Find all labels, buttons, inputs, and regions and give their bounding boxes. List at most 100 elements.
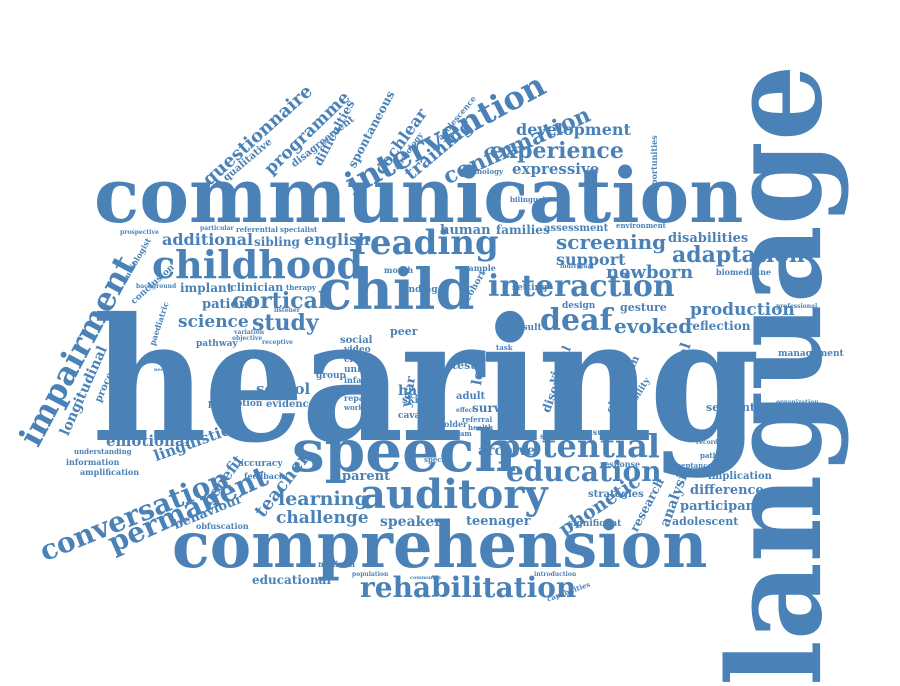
word-archive: archive — [478, 443, 536, 459]
word-sample: sample — [464, 263, 496, 273]
word-adult: adult — [456, 391, 486, 402]
word-obfuscation: obfuscation — [196, 521, 249, 531]
word-screening: screening — [556, 230, 667, 254]
word-receptive: receptive — [262, 339, 293, 346]
word-worker: worker — [344, 403, 372, 412]
word-specialist: specialist — [280, 225, 318, 234]
word-study: study — [252, 310, 319, 336]
word-health: health — [468, 423, 494, 432]
word-implication: implication — [708, 471, 772, 482]
word-cava: cava — [398, 411, 421, 421]
word-childhood: childhood — [152, 242, 364, 287]
word-repair: repair — [344, 393, 372, 403]
word-clinician: clinician — [230, 281, 284, 294]
word-infant: infant — [344, 375, 371, 385]
word-perception: perception — [208, 399, 263, 409]
word-skill: skill — [402, 395, 426, 406]
word-opportunities: opportunities — [649, 135, 659, 196]
word-participant: participant — [680, 499, 762, 514]
word-experience: experience — [490, 138, 624, 164]
word-strategies: strategies — [588, 489, 644, 500]
word-professional: professional — [776, 303, 818, 310]
word-communication: communication — [94, 151, 744, 240]
word-therapy: therapy — [286, 283, 316, 292]
word-potential: potential — [498, 427, 660, 465]
word-implant: implant — [180, 281, 233, 295]
word-evidence: evidence — [266, 399, 316, 410]
word-individual: individual — [560, 263, 594, 270]
word-comprehension: comprehension — [172, 508, 708, 583]
word-london: london — [372, 429, 396, 436]
word-expressive: expressive — [512, 160, 600, 178]
word-referential: referential — [236, 225, 278, 234]
word-technology: technology — [460, 167, 504, 176]
word-families: families — [496, 223, 550, 237]
word-recording: recording — [696, 439, 729, 446]
word-auditory: auditory — [360, 471, 548, 518]
word-hard: hard — [398, 383, 435, 399]
word-patient: patient — [202, 297, 255, 312]
word-learning: learning — [278, 488, 368, 510]
word-result: result — [512, 323, 542, 333]
word-evoked: evoked — [614, 314, 693, 338]
word-school: school — [256, 380, 311, 398]
word-accuracy: accuracy — [238, 459, 283, 469]
word-design: design — [562, 301, 596, 311]
word-acceptance: acceptance — [668, 461, 712, 470]
word-reflection: reflection — [686, 319, 751, 333]
word-measure: measure — [574, 427, 613, 437]
word-hearing: hearing — [92, 281, 760, 481]
word-sequential: sequential — [706, 401, 771, 414]
word-special: special — [424, 455, 452, 464]
word-management: management — [778, 349, 844, 359]
word-pathology: pathology — [700, 451, 739, 460]
word-educational: educational — [252, 573, 331, 587]
word-introduction: introduction — [534, 571, 577, 578]
word-adaptation: adaptation — [672, 242, 805, 268]
word-minimal: minimal — [318, 559, 356, 569]
word-spoken: spoken — [540, 431, 572, 441]
word-biomedicine: biomedicine — [716, 267, 771, 277]
word-older: older — [444, 419, 468, 429]
word-science: science — [178, 312, 249, 332]
word-referral: referral — [462, 415, 493, 424]
word-objective: objective — [232, 335, 263, 342]
word-emotional: emotional — [106, 432, 191, 450]
word-teenager: teenager — [466, 514, 531, 529]
word-setting: setting — [512, 283, 548, 293]
word-child: child — [318, 257, 475, 323]
word-newborn: newborn — [606, 262, 694, 283]
word-population: population — [352, 571, 389, 578]
word-development: development — [516, 120, 631, 139]
word-interaction: interaction — [488, 269, 675, 304]
word-social: social — [340, 335, 373, 346]
word-gesture: gesture — [620, 301, 667, 314]
word-program: program — [438, 429, 472, 438]
word-variation: variation — [234, 329, 265, 336]
word-test: test — [452, 359, 476, 372]
word-adolescent: adolescent — [672, 515, 739, 528]
word-particular: particular — [200, 225, 234, 232]
word-deaf: deaf — [540, 303, 613, 338]
word-understanding: understanding — [74, 447, 132, 456]
word-sibling: sibling — [254, 235, 300, 249]
word-challenge: challenge — [276, 508, 369, 528]
word-group: group — [316, 371, 346, 381]
word-month: month — [384, 265, 414, 275]
word-information: information — [66, 457, 120, 467]
word-cortical: cortical — [232, 288, 327, 314]
word-community: community — [410, 575, 442, 581]
word-rehabilitation: rehabilitation — [360, 571, 577, 604]
word-effect: effect — [456, 407, 475, 414]
word-feedback: feedback — [244, 471, 285, 481]
word-neonatal: neonatal — [154, 367, 179, 373]
word-unhs: unhs — [344, 365, 369, 375]
word-difference: difference — [690, 483, 764, 498]
word-speech: speech — [292, 417, 517, 485]
word-amplification: amplification — [80, 467, 140, 477]
word-parent: parent — [342, 469, 391, 484]
word-task: task — [496, 343, 513, 352]
word-reading: reading — [352, 223, 499, 263]
word-additional: additional — [162, 230, 254, 249]
